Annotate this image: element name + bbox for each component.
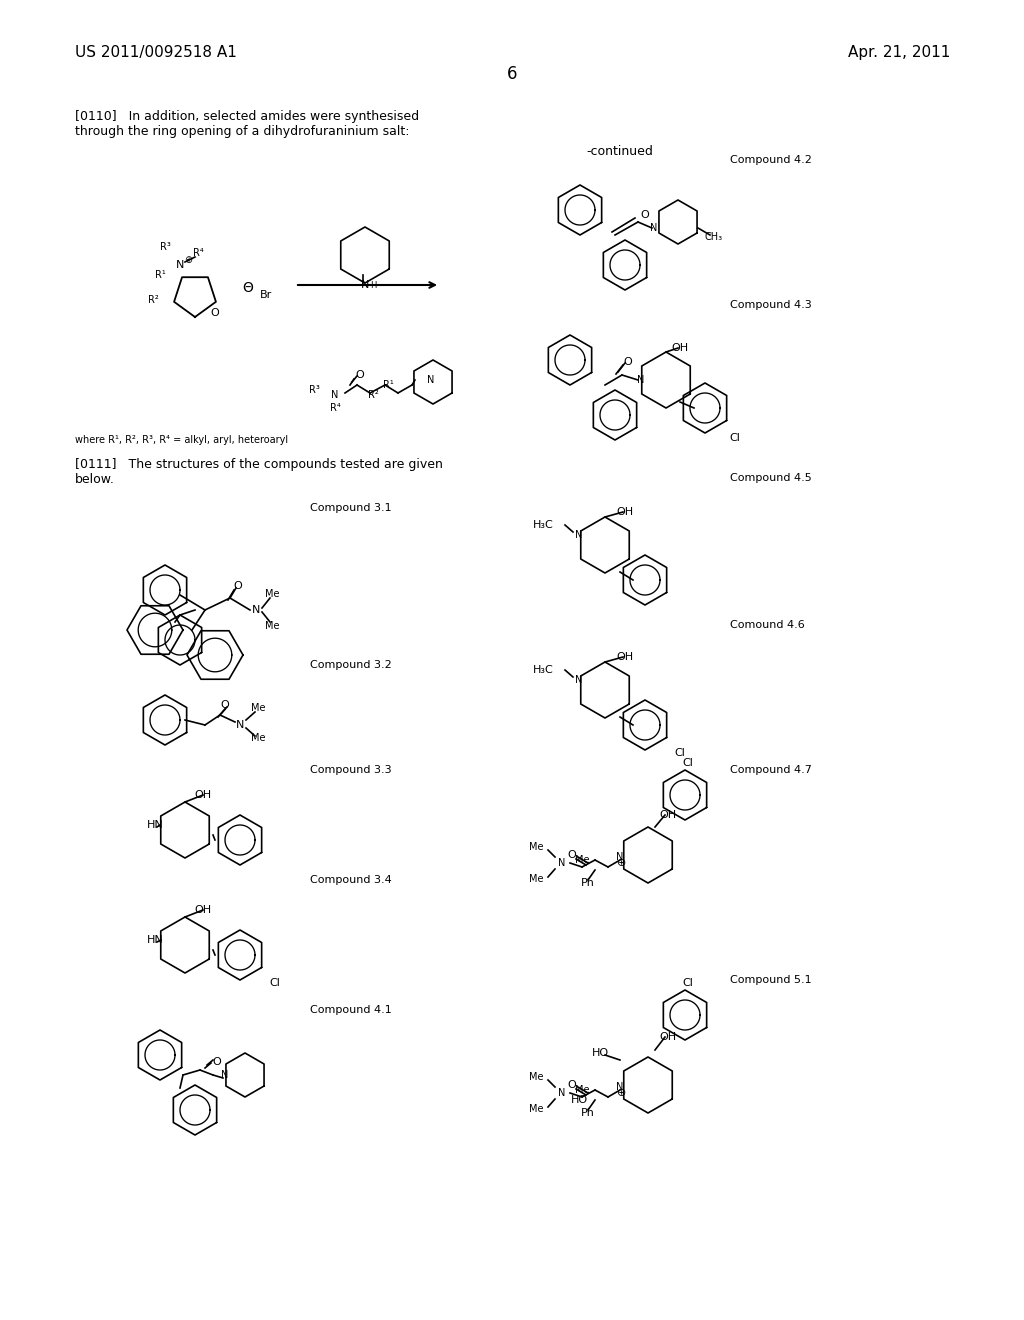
- Text: Compound 4.7: Compound 4.7: [730, 766, 812, 775]
- Text: Ph: Ph: [581, 1107, 595, 1118]
- Text: O: O: [220, 700, 229, 710]
- Text: Comound 4.6: Comound 4.6: [730, 620, 805, 630]
- Text: O: O: [213, 1057, 221, 1067]
- Text: Cl: Cl: [269, 978, 281, 987]
- Text: Me: Me: [529, 1104, 544, 1114]
- Text: Θ: Θ: [243, 281, 253, 294]
- Text: Compound 4.5: Compound 4.5: [730, 473, 812, 483]
- Text: OH: OH: [672, 343, 688, 352]
- Text: N: N: [332, 389, 339, 400]
- Text: O: O: [641, 210, 649, 220]
- Text: HO: HO: [570, 1096, 588, 1105]
- Text: Compound 3.2: Compound 3.2: [310, 660, 392, 671]
- Text: N: N: [575, 675, 583, 685]
- Text: -continued: -continued: [587, 145, 653, 158]
- Text: O: O: [355, 370, 365, 380]
- Text: OH: OH: [616, 507, 634, 517]
- Text: N: N: [427, 375, 434, 385]
- Text: R³: R³: [160, 242, 170, 252]
- Text: US 2011/0092518 A1: US 2011/0092518 A1: [75, 45, 237, 59]
- Text: R²: R²: [147, 294, 159, 305]
- Text: H₃C: H₃C: [532, 520, 553, 531]
- Text: N: N: [575, 531, 583, 540]
- Text: CH₃: CH₃: [705, 232, 723, 242]
- Text: Me: Me: [251, 733, 265, 743]
- Text: N: N: [637, 375, 645, 385]
- Text: OH: OH: [195, 906, 212, 915]
- Text: HN: HN: [147, 935, 164, 945]
- Text: Cl: Cl: [683, 978, 693, 987]
- Text: Me: Me: [265, 589, 280, 599]
- Text: HN: HN: [147, 820, 164, 830]
- Text: Compound 3.1: Compound 3.1: [310, 503, 391, 513]
- Text: O: O: [567, 1080, 577, 1090]
- Text: 6: 6: [507, 65, 517, 83]
- Text: ⊕: ⊕: [184, 255, 193, 265]
- Text: [0110]   In addition, selected amides were synthesised
through the ring opening : [0110] In addition, selected amides were…: [75, 110, 419, 139]
- Text: O: O: [233, 581, 243, 591]
- Text: R⁴: R⁴: [193, 248, 204, 257]
- Text: H: H: [370, 281, 376, 289]
- Text: OH: OH: [659, 810, 677, 820]
- Text: Ph: Ph: [581, 878, 595, 888]
- Text: R¹: R¹: [383, 380, 393, 389]
- Text: Me: Me: [575, 855, 590, 865]
- Text: Compound 4.1: Compound 4.1: [310, 1005, 392, 1015]
- Text: N: N: [616, 1082, 624, 1092]
- Text: Compound 3.3: Compound 3.3: [310, 766, 391, 775]
- Text: N: N: [650, 223, 657, 234]
- Text: N: N: [221, 1071, 228, 1080]
- Text: Cl: Cl: [675, 748, 685, 758]
- Text: Cl: Cl: [683, 758, 693, 768]
- Text: O: O: [211, 308, 219, 318]
- Text: Me: Me: [529, 874, 544, 884]
- Text: OH: OH: [659, 1032, 677, 1041]
- Text: N: N: [616, 851, 624, 862]
- Text: ⊕: ⊕: [617, 1088, 627, 1098]
- Text: R³: R³: [309, 385, 319, 395]
- Text: where R¹, R², R³, R⁴ = alkyl, aryl, heteroaryl: where R¹, R², R³, R⁴ = alkyl, aryl, hete…: [75, 436, 288, 445]
- Text: OH: OH: [616, 652, 634, 663]
- Text: N: N: [236, 719, 244, 730]
- Text: Cl: Cl: [729, 433, 740, 444]
- Text: Apr. 21, 2011: Apr. 21, 2011: [848, 45, 950, 59]
- Text: N: N: [252, 605, 260, 615]
- Text: Me: Me: [529, 1072, 544, 1082]
- Text: O: O: [567, 850, 577, 861]
- Text: Me: Me: [265, 620, 280, 631]
- Text: Me: Me: [575, 1085, 590, 1096]
- Text: Compound 4.2: Compound 4.2: [730, 154, 812, 165]
- Text: N: N: [558, 1088, 565, 1098]
- Text: R²: R²: [368, 389, 379, 400]
- Text: N: N: [558, 858, 565, 869]
- Text: OH: OH: [195, 789, 212, 800]
- Text: Me: Me: [251, 704, 265, 713]
- Text: N: N: [360, 280, 370, 290]
- Text: N: N: [176, 260, 184, 271]
- Text: R⁴: R⁴: [330, 403, 340, 413]
- Text: Br: Br: [260, 290, 272, 300]
- Text: [0111]   The structures of the compounds tested are given
below.: [0111] The structures of the compounds t…: [75, 458, 442, 486]
- Text: ⊕: ⊕: [617, 858, 627, 869]
- Text: R¹: R¹: [155, 271, 165, 280]
- Text: HO: HO: [592, 1048, 608, 1059]
- Text: Me: Me: [529, 842, 544, 851]
- Text: O: O: [624, 356, 633, 367]
- Text: Compound 3.4: Compound 3.4: [310, 875, 392, 884]
- Text: H₃C: H₃C: [532, 665, 553, 675]
- Text: Compound 5.1: Compound 5.1: [730, 975, 812, 985]
- Text: Compound 4.3: Compound 4.3: [730, 300, 812, 310]
